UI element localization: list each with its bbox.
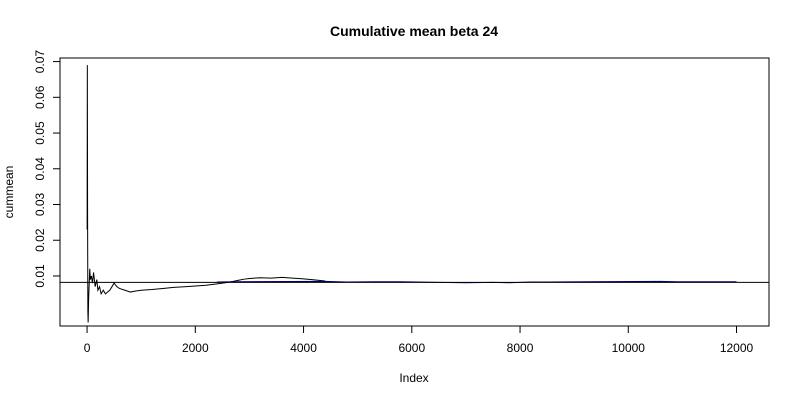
series-line-2 [227, 276, 326, 283]
y-tick-label: 0.07 [33, 50, 47, 74]
plot-frame [59, 57, 770, 327]
x-tick-label: 10000 [612, 341, 646, 355]
y-tick-label: 0.03 [33, 193, 47, 217]
y-tick-label: 0.04 [33, 157, 47, 181]
x-axis: 0 2000 4000 6000 8000 10000 12000 [84, 325, 754, 355]
x-axis-label: Index [399, 371, 428, 385]
y-tick-label: 0.02 [33, 228, 47, 252]
x-tick-label: 4000 [290, 341, 317, 355]
x-tick-label: 6000 [398, 341, 425, 355]
y-tick-label: 0.05 [33, 121, 47, 145]
chart-title: Cumulative mean beta 24 [330, 23, 498, 39]
series-line-1 [86, 65, 228, 323]
y-axis-label: cummean [2, 166, 16, 219]
series-layer [86, 65, 737, 323]
x-tick-label: 12000 [720, 341, 754, 355]
x-tick-label: 8000 [507, 341, 534, 355]
x-tick-label: 0 [84, 341, 91, 355]
y-axis: 0.01 0.02 0.03 0.04 0.05 0.06 0.07 [33, 50, 61, 288]
x-tick-label: 2000 [182, 341, 209, 355]
y-tick-label: 0.01 [33, 264, 47, 288]
y-tick-label: 0.06 [33, 85, 47, 109]
